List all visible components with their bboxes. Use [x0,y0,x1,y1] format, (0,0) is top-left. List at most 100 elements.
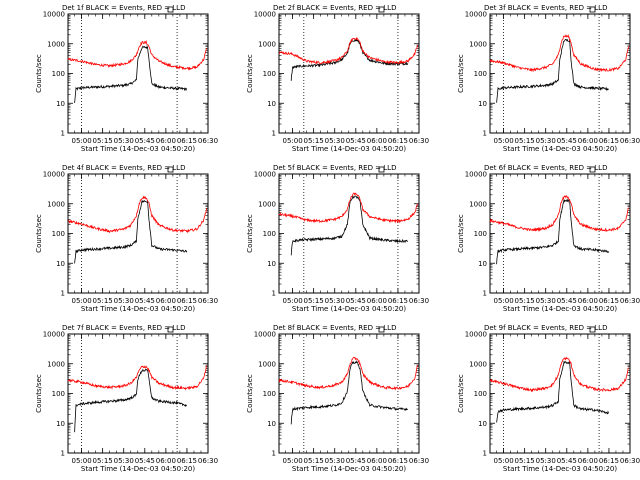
x-tick-label: 05:30 [114,137,134,145]
legend-box-icon [589,166,596,173]
series-lld-line [67,365,207,391]
y-axis-label: Counts/sec [246,54,254,93]
y-tick-label: 1000 [47,200,65,208]
legend-box-icon [589,326,596,333]
panel-6: Det 6f BLACK = Events, RED = LLD 1 10 100 10… [457,164,640,313]
plot-frame [489,173,631,294]
y-axis-label: Counts/sec [246,374,254,413]
y-tick-label: 100 [263,70,276,78]
x-tick-label: 05:45 [135,297,155,305]
series-events-line [74,368,188,433]
series-lld-line [489,356,629,393]
x-tick-label: 05:00 [282,297,302,305]
legend-box-icon [589,6,596,13]
legend-box-icon [378,6,385,13]
series-events-line [74,199,188,264]
y-tick-label: 10000 [254,171,276,179]
y-tick-label: 100 [52,390,65,398]
x-tick-label: 05:15 [93,137,113,145]
x-tick-label: 06:00 [578,297,598,305]
panel-title: Det 6f BLACK = Events, RED = LLD [484,164,607,172]
plot-frame [489,333,631,454]
y-tick-label: 10 [56,100,65,108]
y-tick-label: 1 [272,290,276,298]
x-tick-label: 05:15 [515,297,535,305]
x-tick-label: 05:15 [304,137,324,145]
x-tick-label: 06:00 [156,297,176,305]
x-tick-label: 05:30 [536,137,556,145]
y-tick-label: 100 [52,230,65,238]
x-tick-label: 05:30 [325,457,345,465]
y-axis-label: Counts/sec [35,54,43,93]
y-tick-label: 100 [474,230,487,238]
y-tick-label: 1000 [258,360,276,368]
x-tick-label: 06:00 [156,457,176,465]
panel-title: Det 1f BLACK = Events, RED = LLD [62,4,185,12]
x-axis-label: Start Time (14-Dec-03 04:50:20) [81,145,195,153]
x-tick-label: 06:30 [620,137,640,145]
x-tick-label: 06:00 [156,137,176,145]
x-tick-label: 06:00 [367,457,387,465]
series-lld-line [67,195,207,234]
y-tick-label: 100 [263,390,276,398]
legend-box-icon [378,326,385,333]
y-tick-label: 1000 [47,40,65,48]
series-events-line [496,38,609,103]
panel-title: Det 7f BLACK = Events, RED = LLD [62,324,185,332]
y-tick-label: 10 [267,260,276,268]
x-tick-label: 05:30 [114,457,134,465]
y-axis-label: Counts/sec [35,374,43,413]
x-tick-label: 06:30 [620,457,640,465]
y-tick-label: 1000 [469,40,487,48]
panel-5: Det 5f BLACK = Events, RED = LLD 1 10 100 10… [246,164,429,313]
legend-box-icon [167,166,174,173]
y-axis-label: Counts/sec [246,214,254,253]
plot-frame [278,173,420,294]
x-axis-label: Start Time (14-Dec-03 04:50:20) [292,465,406,473]
plot-frame [67,173,209,294]
plot-frame [67,333,209,454]
y-tick-label: 10 [56,260,65,268]
panel-9: Det 9f BLACK = Events, RED = LLD 1 10 100 10… [457,324,640,473]
x-tick-label: 06:15 [177,137,197,145]
y-tick-label: 10 [478,260,487,268]
y-tick-label: 10000 [465,171,487,179]
y-tick-label: 10000 [465,11,487,19]
y-tick-label: 10 [478,100,487,108]
y-tick-label: 10000 [254,331,276,339]
x-tick-label: 05:30 [325,297,345,305]
series-lld-line [278,356,418,391]
x-tick-label: 06:30 [198,297,218,305]
x-tick-label: 06:30 [620,297,640,305]
y-tick-label: 100 [474,390,487,398]
y-axis-label: Counts/sec [457,374,465,413]
x-axis-label: Start Time (14-Dec-03 04:50:20) [503,465,617,473]
legend-box-icon [378,166,385,173]
y-axis-label: Counts/sec [457,54,465,93]
y-tick-label: 10000 [43,11,65,19]
series-lld-line [489,33,629,73]
x-tick-label: 05:00 [493,297,513,305]
x-tick-label: 05:45 [557,137,577,145]
y-tick-label: 1000 [469,360,487,368]
x-tick-label: 05:30 [536,297,556,305]
x-axis-label: Start Time (14-Dec-03 04:50:20) [503,145,617,153]
x-tick-label: 06:30 [198,457,218,465]
x-tick-label: 05:00 [71,457,91,465]
plot-frame [278,13,420,134]
x-tick-label: 06:00 [578,137,598,145]
panel-3: Det 3f BLACK = Events, RED = LLD 1 10 100 10… [457,4,640,153]
y-tick-label: 1 [61,290,65,298]
x-tick-label: 06:15 [599,457,619,465]
panel-title: Det 8f BLACK = Events, RED = LLD [273,324,396,332]
y-tick-label: 1 [483,450,487,458]
x-tick-label: 05:15 [304,457,324,465]
y-tick-label: 1000 [469,200,487,208]
panel-title: Det 4f BLACK = Events, RED = LLD [62,164,185,172]
x-tick-label: 05:00 [71,297,91,305]
panel-title: Det 5f BLACK = Events, RED = LLD [273,164,396,172]
x-tick-label: 06:30 [409,457,429,465]
y-tick-label: 100 [474,70,487,78]
plot-frame [67,13,209,134]
panel-4: Det 4f BLACK = Events, RED = LLD 1 10 100 10… [35,164,218,313]
